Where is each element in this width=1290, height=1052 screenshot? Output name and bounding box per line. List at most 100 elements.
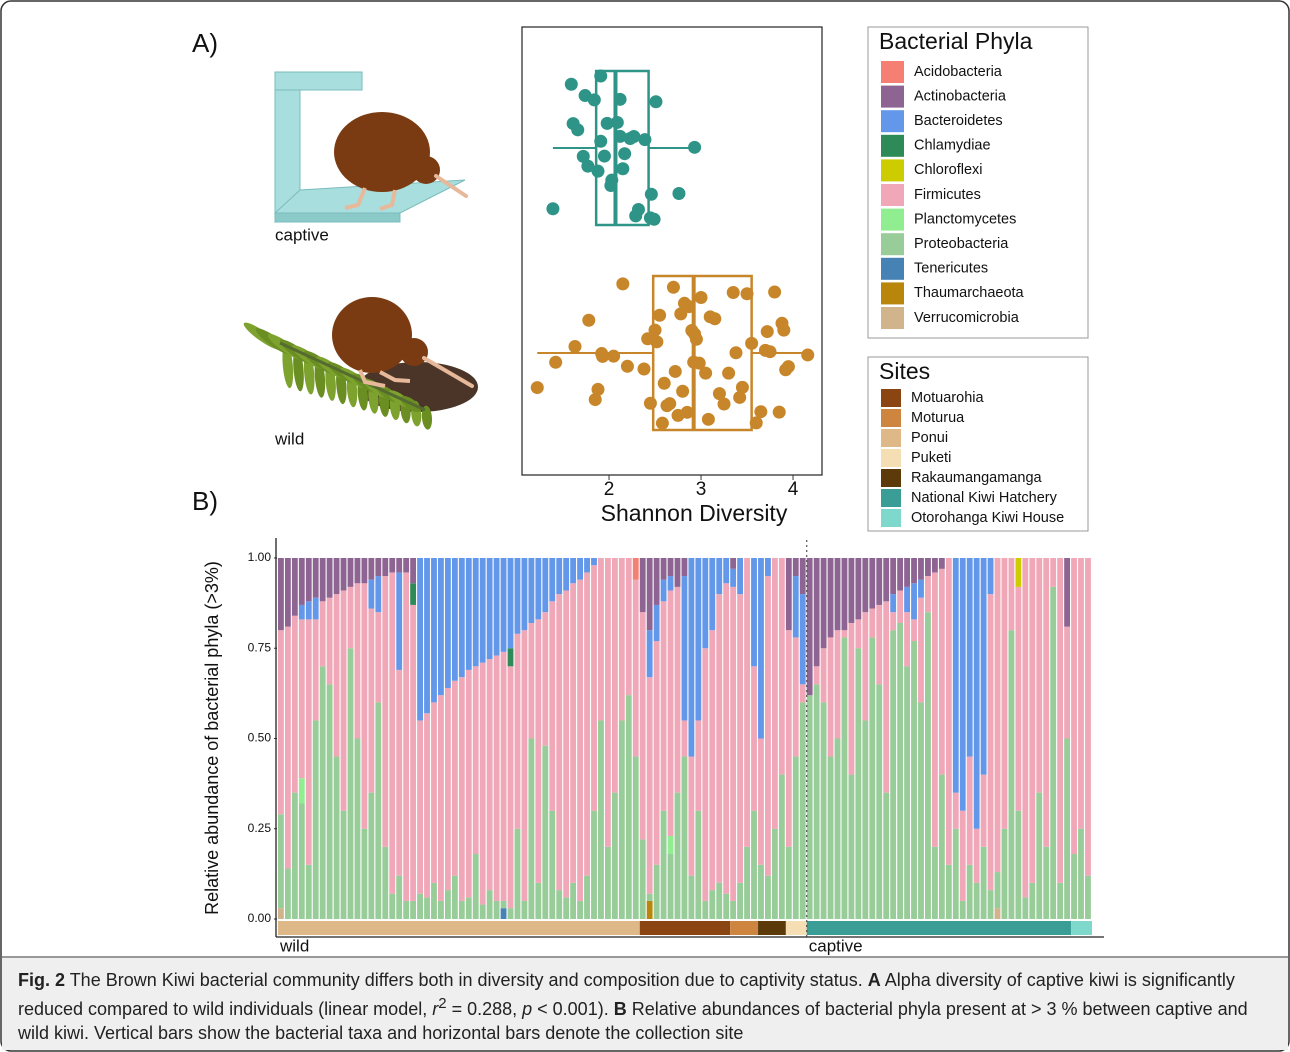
bar-segment: [952, 828, 959, 919]
bar-segment: [500, 900, 507, 909]
point: [648, 323, 662, 337]
point: [616, 162, 630, 176]
caption-text: The Brown Kiwi bacterial community diffe…: [65, 970, 868, 990]
bar-segment: [730, 558, 737, 569]
bar-segment: [911, 641, 917, 919]
bar-segment: [653, 864, 660, 919]
kiwi-body: [332, 297, 412, 373]
bar-segment: [667, 576, 674, 591]
point: [688, 140, 702, 154]
bar-segment: [702, 900, 709, 919]
bar-segment: [1001, 558, 1008, 829]
point: [650, 335, 664, 349]
plot-frame: [521, 26, 823, 476]
bar-segment: [319, 558, 326, 602]
point: [546, 202, 560, 216]
point: [607, 349, 621, 363]
bar-segment: [284, 558, 291, 627]
bar-segment: [904, 666, 910, 919]
bar-segment: [890, 612, 897, 631]
point: [668, 364, 682, 378]
bar-segment: [465, 669, 472, 898]
bar-segment: [500, 908, 507, 919]
bar-segment: [646, 558, 653, 631]
bar-segment: [438, 695, 444, 901]
bar-segment: [1008, 630, 1015, 919]
bar-segment: [667, 590, 674, 836]
bar-segment: [604, 846, 611, 919]
bar-segment: [1057, 882, 1064, 919]
bar-segment: [361, 583, 368, 829]
bar-segment: [855, 648, 862, 919]
bar-segment: [890, 558, 897, 595]
bar-segment: [966, 558, 973, 757]
bar-segment: [458, 677, 465, 901]
bar-segment: [1078, 558, 1084, 829]
bar-segment: [904, 558, 910, 587]
legend-swatch: [881, 184, 904, 206]
point: [760, 325, 774, 339]
bar-segment: [765, 558, 771, 577]
bar-segment: [827, 637, 834, 757]
bar-segment: [375, 558, 382, 577]
legend-label: Actinobacteria: [914, 88, 1007, 104]
bar-segment: [625, 558, 632, 696]
bar-segment: [368, 792, 375, 919]
point: [689, 332, 703, 346]
panel-label: B): [192, 486, 218, 516]
bar-segment: [716, 594, 723, 883]
bar-segment: [883, 558, 890, 602]
bar-segment: [806, 558, 813, 696]
bar-segment: [396, 558, 403, 573]
group-label: wild: [274, 429, 304, 448]
fern-stem: [279, 341, 426, 412]
kiwi-beak: [422, 356, 474, 388]
bar-segment: [890, 630, 897, 919]
bar-segment: [730, 568, 737, 587]
point: [655, 416, 669, 430]
bar-segment: [827, 558, 834, 638]
bar-segment: [291, 558, 298, 616]
bar-segment: [695, 720, 702, 811]
bar-segment: [354, 583, 361, 739]
bar-segment: [855, 619, 862, 649]
caption-text: < 0.001).: [532, 999, 614, 1019]
point: [777, 323, 791, 337]
bar-segment: [298, 803, 305, 919]
bar-segment: [667, 835, 674, 855]
site-strip: [785, 921, 807, 935]
bar-segment: [410, 900, 417, 919]
bar-segment: [1036, 792, 1043, 919]
point: [605, 173, 619, 187]
bar-segment: [973, 558, 980, 829]
bar-segment: [639, 558, 646, 613]
bar-segment: [639, 612, 646, 840]
bar-segment: [375, 576, 382, 613]
point: [613, 92, 627, 106]
point: [722, 366, 736, 380]
bar-segment: [410, 558, 417, 584]
point: [672, 187, 686, 201]
bar-segment: [792, 558, 799, 577]
point: [600, 116, 614, 130]
bar-segment: [785, 558, 792, 631]
bar-segment: [298, 619, 305, 779]
point: [694, 290, 708, 304]
bar-segment: [918, 558, 924, 580]
legend-swatch: [881, 159, 904, 182]
point: [568, 339, 582, 353]
bar-segment: [987, 594, 994, 891]
caption-label: A: [867, 970, 881, 990]
bar-segment: [918, 597, 924, 703]
caption-text: Alpha diversity of captive kiwi is signi…: [18, 970, 1235, 1019]
bar-segment: [674, 558, 681, 587]
point: [594, 134, 608, 148]
bar-segment: [1036, 558, 1043, 793]
caption-fig: Fig. 2: [18, 970, 66, 990]
bar-segment: [778, 558, 785, 775]
point: [781, 360, 795, 374]
bar-segment: [521, 558, 528, 631]
point: [699, 366, 713, 380]
legend-label: Motuarohia: [911, 390, 984, 406]
point: [578, 89, 592, 103]
